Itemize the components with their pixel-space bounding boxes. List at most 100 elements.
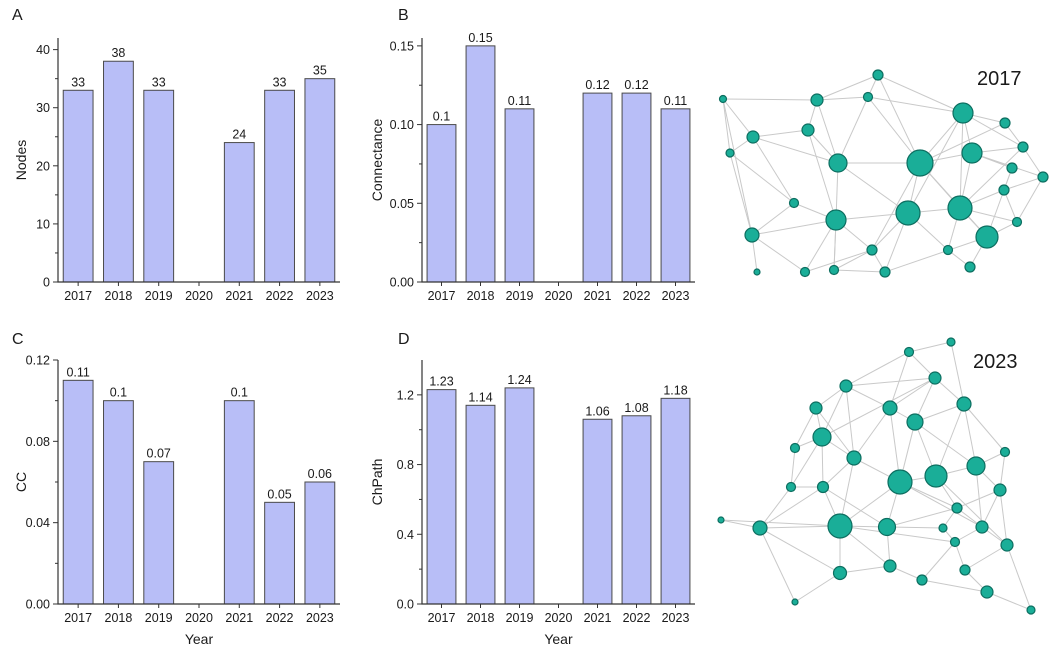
network-edge [759,527,796,603]
x-tick-label-2022: 2022 [266,611,294,625]
x-tick-label-2019: 2019 [506,289,534,303]
network-edge [964,544,1008,571]
y-tick-label: 1.2 [397,388,414,402]
panel-letter: A [12,7,23,24]
network-node [791,598,799,606]
y-tick-label: 0.10 [390,118,414,132]
x-tick-label-2017: 2017 [428,611,456,625]
network-node [866,244,878,256]
data-label-2017: 33 [71,75,85,89]
network-node [998,184,1010,196]
network-node [975,520,989,534]
network-edge [886,526,944,529]
network-edge [751,234,806,273]
network-node [825,209,847,231]
x-tick-label-2018: 2018 [467,611,495,625]
bar-2018 [103,400,134,605]
network-edge [959,112,964,209]
network-edge [1003,176,1044,191]
network-edge [759,486,824,529]
network-node [916,574,928,586]
network-node [949,536,961,548]
network-edge [914,403,965,423]
bar-2021 [582,92,613,283]
bar-2023 [660,397,691,605]
x-tick-label-2020: 2020 [185,289,213,303]
network-node [744,227,760,243]
y-tick-label: 0.08 [26,435,50,449]
bar-2019 [143,461,175,605]
x-tick-label-2019: 2019 [145,289,173,303]
network-edge [853,407,891,459]
network-edge [759,525,841,529]
network-node [810,93,824,107]
panel-letter: D [398,331,410,348]
network-node [839,379,853,393]
network-edge [752,129,809,138]
x-tick-label-2020: 2020 [545,611,573,625]
network-node [906,413,924,431]
data-label-2021: 0.12 [585,78,609,92]
network-edge [959,146,1024,209]
bar-2017 [426,124,457,283]
network-2023: 2023 [717,337,1036,615]
network-node [961,142,983,164]
network-edge [1022,146,1044,178]
network-node [966,456,986,476]
network-edge [845,385,891,409]
x-tick-label-2021: 2021 [584,289,612,303]
network-edge [816,74,879,101]
network-edge [790,436,823,488]
network-edge [729,152,753,236]
data-label-2019: 0.11 [508,94,531,108]
network-edge [921,541,956,581]
x-axis-label: Year [185,631,214,647]
network-title-2023: 2023 [973,351,1018,373]
network-edge [962,112,1024,148]
network-edge [839,565,891,574]
network-node [846,450,862,466]
x-tick-label-2021: 2021 [225,611,253,625]
network-node [879,266,891,278]
network-edge [837,96,869,164]
data-label-2022: 33 [273,75,287,89]
chart-svg-a: A 33 38 33 24 33 35 0 10 20 30 40 2017 2018 2019 2020 20… [12,7,340,303]
network-node [951,502,963,514]
network-edge [1016,176,1044,223]
y-axis-label: Connectance [369,119,385,202]
network-edge [884,236,988,273]
network-node [828,264,840,276]
network-node [906,149,934,177]
network-node [827,513,853,539]
network-node [746,130,760,144]
bar-2019 [504,387,535,605]
network-node [1026,605,1036,615]
x-tick-label-2018: 2018 [105,611,133,625]
bar-2023 [660,108,691,283]
data-label-2023: 0.11 [664,94,687,108]
data-label-2022: 1.08 [624,401,648,415]
bar-2019 [504,108,535,283]
data-label-2019: 33 [152,75,166,89]
network-node [956,396,972,412]
network-edge [889,351,910,409]
data-label-2017: 0.11 [66,365,89,379]
network-node [828,153,848,173]
y-tick-label: 0 [43,276,50,290]
network-node [788,197,800,209]
network-edge [986,167,1013,238]
network-edge [907,112,964,214]
data-label-2021: 1.06 [585,404,609,418]
data-label-2023: 35 [313,64,327,78]
y-tick-label: 0.8 [397,458,414,472]
bar-2018 [103,60,134,283]
data-label-2023: 1.18 [663,383,687,397]
network-edge [722,98,818,101]
network-edge [790,447,796,488]
y-tick-label: 40 [36,43,50,57]
network-node [801,123,815,137]
x-tick-label-2022: 2022 [623,289,651,303]
data-label-2021: 0.1 [231,386,248,400]
network-edge [975,465,983,528]
bar-2021 [582,418,613,605]
